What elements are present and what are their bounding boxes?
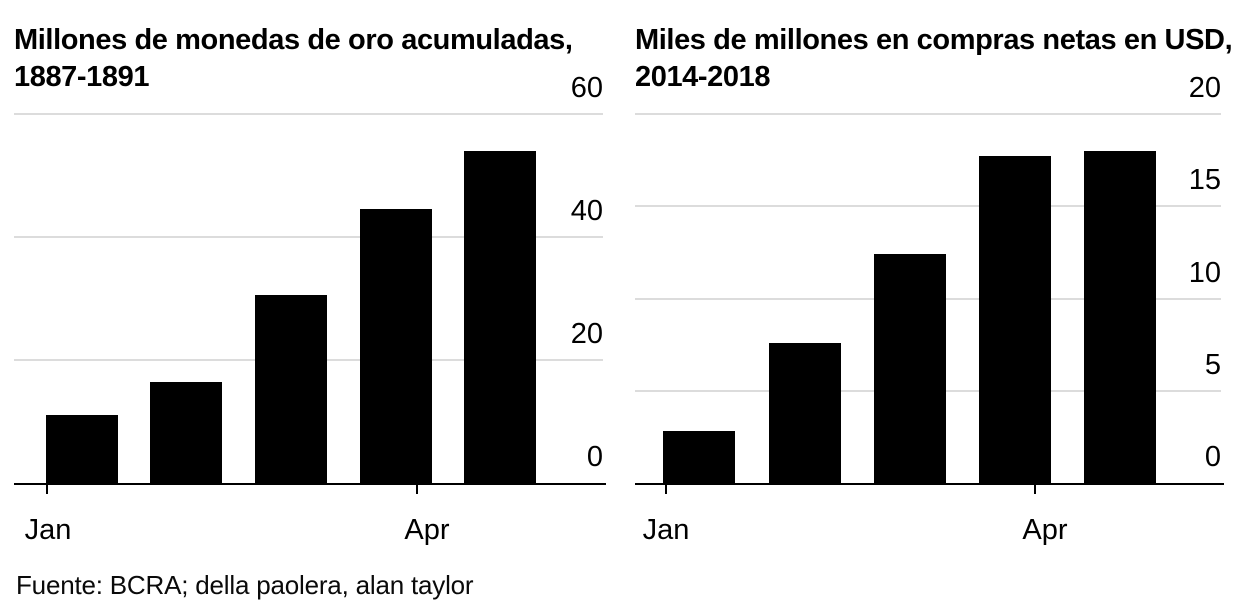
x-axis-label: Jan [642,514,690,546]
bar [874,254,946,483]
gridline [635,113,1221,115]
x-axis-tick [665,483,667,494]
bar [46,415,118,483]
right-chart-title-line2: 2014-2018 [635,61,771,93]
bar [1084,151,1156,483]
y-axis-label: 0 [1204,441,1221,473]
x-axis-label: Jan [24,514,72,546]
bar [663,431,735,483]
y-axis-label: 20 [570,318,603,350]
x-axis-line [14,483,606,485]
y-axis-label: 10 [1188,256,1221,289]
left-chart-title-line1: Millones de monedas de oro acumuladas, [14,24,573,56]
y-axis-label: 15 [1188,164,1221,197]
x-axis-tick [1034,483,1036,494]
x-axis-tick [46,483,48,494]
bar [360,209,432,483]
bar [150,382,222,483]
bar [979,156,1051,483]
bar [769,343,841,483]
left-chart-title-line2: 1887-1891 [14,61,150,93]
x-axis-label: Apr [1022,514,1068,546]
right-chart-title-line1: Miles de millones en compras netas en US… [635,24,1233,56]
source-attribution: Fuente: BCRA; della paolera, alan taylor [16,570,474,600]
left-chart-title: Millones de monedas de oro acumuladas, 1… [14,22,573,96]
gridline [14,236,603,238]
y-axis-label: 5 [1204,348,1221,381]
y-axis-label: 60 [570,72,603,104]
bar [255,295,327,483]
gridline [635,205,1221,208]
y-axis-label: 20 [1188,72,1221,104]
x-axis-line [635,483,1224,485]
y-axis-label: 0 [586,441,603,473]
bar [464,151,536,483]
y-axis-label: 40 [570,195,603,227]
right-chart-title: Miles de millones en compras netas en US… [635,22,1233,96]
x-axis-label: Apr [404,514,450,546]
gridline [14,113,603,115]
x-axis-tick [416,483,418,494]
